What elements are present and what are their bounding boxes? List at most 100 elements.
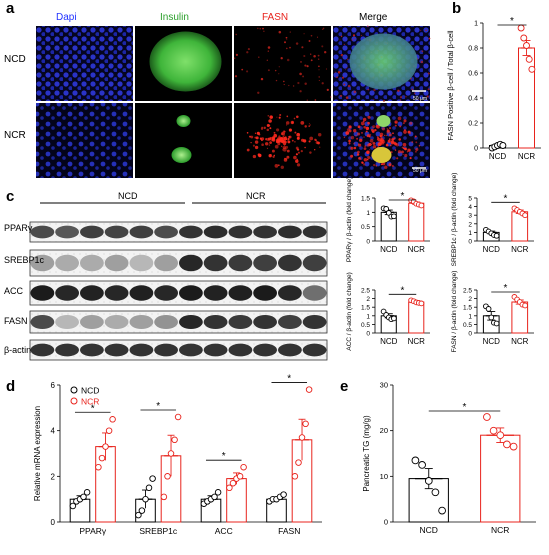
fasn-signal [299,72,302,76]
y-tick-label: 4 [51,427,56,436]
fasn-signal [348,125,352,129]
fasn-signal [289,129,291,131]
fasn-signal [294,131,297,134]
data-point [391,315,397,322]
blot-band [179,285,203,301]
fasn-signal [372,125,376,129]
fasn-signal [286,138,288,140]
blot-band [129,285,154,301]
fasn-signal [260,127,264,130]
fasn-signal [360,121,365,126]
fasn-signal [246,132,249,134]
fasn-signal [233,57,236,59]
fasn-signal [310,59,313,62]
micrograph-merge-ncd [333,25,431,103]
fasn-signal [281,145,283,147]
y-tick-label: 2 [51,472,56,481]
fasn-signal [404,147,407,151]
fasn-signal [322,28,324,30]
fasn-signal [415,147,419,152]
fasn-signal [235,53,238,57]
fasn-signal [302,139,307,143]
fasn-signal [299,90,302,93]
fasn-signal [376,138,378,140]
significance-star: * [504,193,508,204]
fasn-signal [379,139,383,142]
fasn-signal [272,155,275,158]
dark-field [135,103,232,178]
legend-label: NCD [81,386,99,396]
fasn-signal [363,136,365,138]
fasn-signal [275,79,278,82]
blot-band [228,254,253,272]
data-point [418,202,425,209]
data-point [489,426,498,435]
blot-band [55,343,79,357]
fasn-signal [313,55,316,58]
fasn-signal [246,148,250,152]
y-tick-label: 1 [366,210,370,217]
fasn-signal [382,99,386,103]
y-axis-label: FASN / β-actin (fold change) [451,271,458,353]
fasn-signal [345,131,350,135]
fasn-signal [286,155,290,159]
data-point [305,386,313,393]
fasn-signal [271,149,275,153]
data-point [525,55,533,63]
fasn-signal [394,120,398,124]
micrograph-insulin-ncd [135,26,232,101]
y-tick-label: 20 [380,426,388,435]
y-tick-label: 5 [468,196,472,203]
blot-band [80,315,104,329]
fasn-signal [373,98,375,101]
data-point [438,506,446,515]
y-tick-label: 30 [380,381,388,390]
fasn-signal [386,128,388,130]
fasn-signal [291,139,294,142]
bar [69,498,91,523]
fasn-signal [314,149,316,151]
fasn-signal [274,164,279,168]
blot-band [203,343,228,357]
fasn-signal [268,154,272,158]
blot-frame [29,280,328,306]
fasn-signal [387,139,391,143]
fasn-signal [285,36,288,39]
fasn-signal [394,124,397,127]
fasn-signal [321,45,324,48]
fasn-signal [372,141,376,145]
fasn-signal [308,123,310,125]
fasn-signal [267,50,269,52]
chart-e: 0 10 20 30 Pancreatic TG (mg/g) NCD NCR * [362,381,536,535]
blot-band [80,343,104,357]
blot-band [154,254,179,272]
data-point [517,24,525,32]
fasn-signal [267,115,270,117]
significance-star: * [156,401,160,412]
fasn-signal [308,40,311,42]
significance-star: * [287,374,291,385]
legend-label: NCR [81,397,99,407]
y-tick-label: 0.5 [463,322,472,329]
fasn-signal [277,142,281,146]
fasn-signal [373,88,376,92]
fasn-signal [276,116,278,118]
fasn-signal [374,129,377,132]
fasn-signal [343,136,346,139]
y-tick-label: 10 [380,472,388,481]
fasn-signal [309,124,311,126]
data-point [509,442,518,451]
significance-star: * [222,451,226,462]
x-tick-label: NCR [408,337,426,346]
blot-band [104,225,129,239]
fasn-signal [346,67,348,69]
blot-band [104,343,129,357]
fasn-signal [254,140,259,144]
data-point [214,489,222,496]
blot-band [228,225,253,239]
fasn-signal [340,53,344,57]
fasn-signal [254,132,257,134]
fasn-signal [286,115,289,118]
fasn-signal [404,153,408,158]
